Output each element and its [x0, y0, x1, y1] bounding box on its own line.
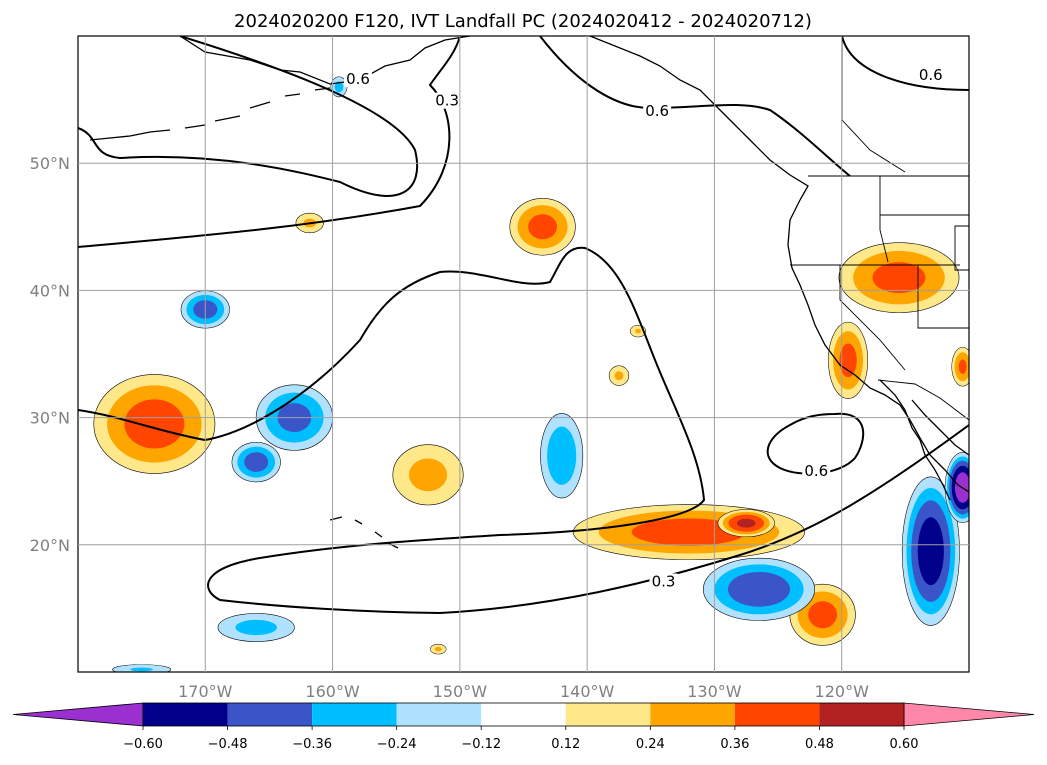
contour-label: 0.6	[804, 462, 828, 480]
lon-tick-label: 130°W	[687, 682, 742, 701]
ivt-feature-18-level-3	[727, 571, 791, 607]
colorbar-outline	[142, 702, 905, 727]
colorbar-segment	[734, 703, 820, 726]
colorbar-extend-low	[12, 702, 144, 727]
contour-label: 0.3	[435, 92, 459, 110]
ivt-feature-0-level-3	[528, 214, 558, 240]
mexico-mainland-coast	[911, 399, 969, 456]
lon-tick-label: 170°W	[178, 682, 233, 701]
contour-label-background	[433, 92, 462, 109]
ivt-feature-8-level-3	[808, 601, 838, 629]
colorbar-segment	[143, 703, 228, 726]
colorbar-segment	[819, 703, 904, 726]
contour-label: 0.6	[919, 66, 943, 84]
ivt-feature-15-level-3	[244, 452, 269, 472]
utah-line	[917, 265, 969, 329]
baja-peninsula	[879, 379, 951, 501]
ivt-feature-16-level-2	[547, 426, 577, 485]
idaho-line	[879, 176, 889, 263]
ivt-shading-layer	[93, 76, 969, 672]
ivt-feature-19-level-2	[235, 619, 277, 636]
contour-label-background	[649, 573, 678, 590]
coastline-layer	[89, 36, 969, 549]
lat-tick-label: 30°N	[30, 409, 70, 428]
colorbar-segment	[481, 703, 566, 726]
gulf-of-alaska-coast	[589, 36, 809, 201]
contour-label-background	[643, 102, 672, 119]
colorbar-segment	[650, 703, 735, 726]
ivt-feature-4-level-2	[614, 371, 624, 381]
colorbar-tick-label: 0.36	[720, 737, 749, 752]
contour-label: 0.6	[346, 70, 370, 88]
ivt-feature-12-level-2	[434, 646, 442, 652]
lat-tick-label: 20°N	[30, 536, 70, 555]
contour-label-background	[344, 71, 373, 88]
colorbar: −0.60 −0.48 −0.36 −0.24 −0.12 0.12 0.24 0.36 0.4…	[12, 702, 1035, 752]
colorbar-segment	[227, 703, 313, 726]
contour-0.6-southeast	[766, 412, 865, 475]
contour-labels: 0.6 0.3 0.6 0.6 0.6 0.3	[344, 66, 945, 591]
lon-tick-label: 140°W	[560, 682, 615, 701]
lat-tick-label: 40°N	[30, 281, 70, 300]
colorbar-tick-label: 0.60	[890, 737, 919, 752]
ivt-feature-5-level-2	[635, 328, 642, 334]
colorbar-tick-label: −0.36	[292, 737, 332, 752]
aleutian-islands	[89, 87, 331, 141]
colorbar-tick-label: −0.48	[208, 737, 248, 752]
colorbar-tick-label: −0.24	[377, 737, 417, 752]
ivt-feature-6-level-3	[631, 518, 747, 546]
contour-0.3-main	[78, 36, 461, 248]
contour-label: 0.3	[652, 573, 676, 591]
nevada-line	[839, 265, 906, 371]
contour-0.3-basin	[78, 246, 969, 615]
ivt-feature-20-level-4	[917, 517, 944, 586]
contour-label: 0.6	[645, 102, 669, 120]
contour-0.6-coast	[539, 36, 851, 177]
contour-0.6-northeast	[841, 36, 969, 91]
state-boundaries	[790, 36, 969, 421]
contour-label-background	[916, 67, 945, 84]
colorbar-tick-label: −0.60	[123, 737, 163, 752]
colorbar-tick-label: −0.12	[461, 737, 501, 752]
map-frame	[77, 35, 970, 673]
wyoming-line	[954, 225, 969, 271]
contour-0.6-northwest	[78, 36, 419, 197]
ivt-feature-11-level-3	[958, 359, 967, 374]
ivt-feature-2-level-3	[124, 399, 185, 449]
lon-tick-label: 160°W	[305, 682, 360, 701]
north-america-west-coast	[787, 199, 969, 493]
colorbar-tick-label: 0.24	[636, 737, 665, 752]
ivt-feature-3-level-2	[408, 458, 448, 492]
graticule	[78, 36, 969, 672]
colorbar-tick-label: 0.48	[805, 737, 834, 752]
lon-tick-label: 120°W	[815, 682, 870, 701]
colorbar-segment	[312, 703, 397, 726]
colorbar-extend-high	[903, 702, 1035, 727]
colorbar-segment	[565, 703, 651, 726]
contour-lines	[78, 36, 969, 615]
latitude-tick-labels: 20°N 30°N 40°N 50°N	[30, 154, 70, 555]
ivt-feature-10-level-3	[839, 343, 857, 378]
ivt-feature-7-level-4	[736, 518, 756, 528]
figure-title: 2024020200 F120, IVT Landfall PC (202402…	[234, 11, 812, 32]
lat-tick-label: 50°N	[30, 154, 70, 173]
ivt-feature-22-level-2	[130, 667, 153, 672]
longitude-tick-labels: 170°W 160°W 150°W 140°W 130°W 120°W	[178, 682, 869, 701]
hawaii-islands	[329, 516, 399, 549]
ivt-feature-9-level-3	[872, 262, 926, 294]
colorbar-segment	[396, 703, 482, 726]
colorbar-tick-label: 0.12	[551, 737, 580, 752]
lon-tick-label: 150°W	[433, 682, 488, 701]
contour-label-background	[802, 462, 831, 479]
ivt-feature-17-level-2	[334, 81, 344, 93]
mexico-border	[877, 379, 969, 421]
